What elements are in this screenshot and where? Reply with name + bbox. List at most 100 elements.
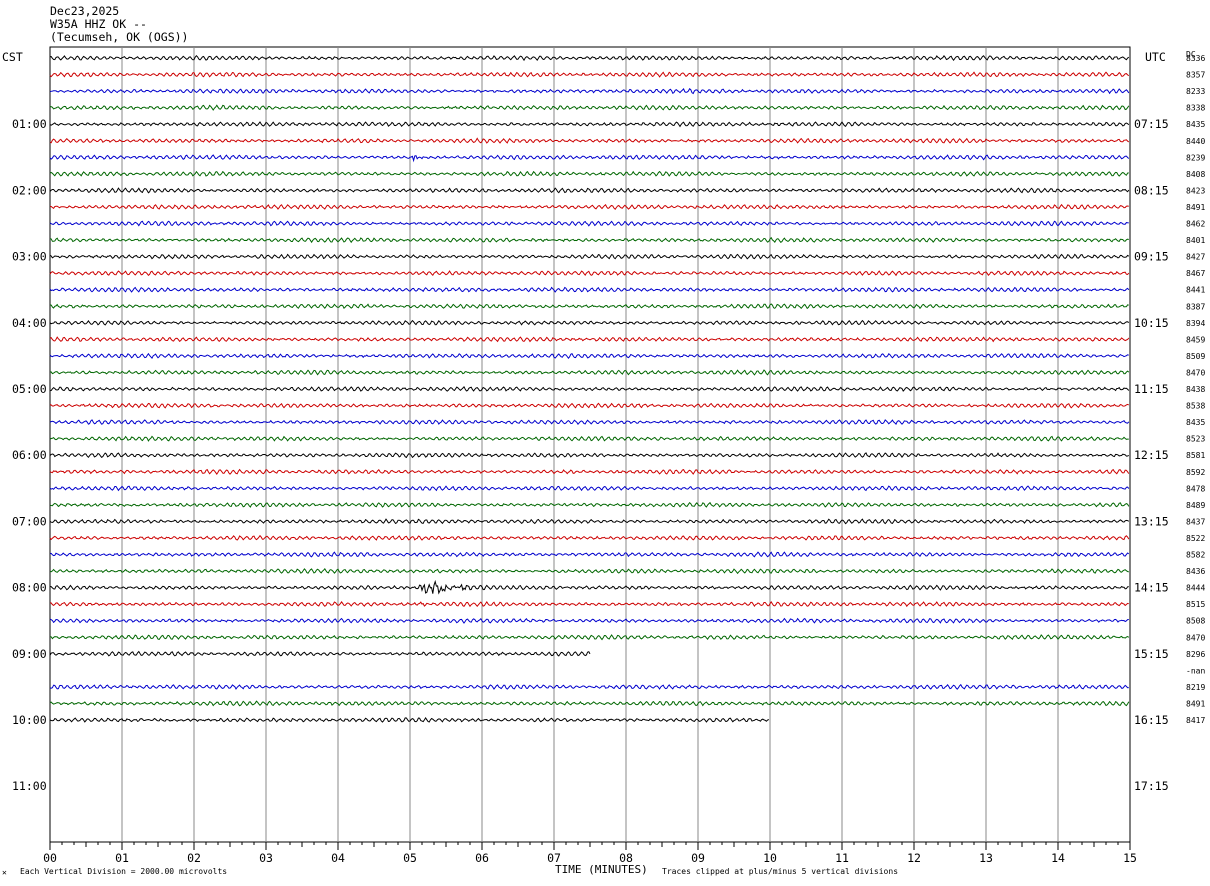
seismic-trace bbox=[49, 501, 1130, 508]
x-tick-label: 15 bbox=[1123, 851, 1137, 865]
x-tick-label: 01 bbox=[115, 851, 129, 865]
clip-note: Traces clipped at plus/minus 5 vertical … bbox=[662, 867, 899, 876]
utc-hour-label: 07:15 bbox=[1134, 117, 1169, 131]
seismic-trace bbox=[49, 650, 591, 657]
utc-hour-label: 15:15 bbox=[1134, 647, 1169, 661]
seismic-trace bbox=[49, 121, 1130, 128]
seismic-trace bbox=[49, 567, 1129, 575]
dc-offset-label: 8338 bbox=[1186, 104, 1205, 113]
cst-hour-label: 06:00 bbox=[12, 448, 47, 462]
x-tick-label: 00 bbox=[43, 851, 57, 865]
dc-offset-label: 8296 bbox=[1186, 650, 1205, 659]
utc-hour-label: 09:15 bbox=[1134, 250, 1169, 264]
seismic-trace bbox=[49, 617, 1129, 624]
dc-offset-label: 8435 bbox=[1186, 418, 1205, 427]
dc-offset-label: 8435 bbox=[1186, 120, 1205, 129]
dc-offset-label: 8581 bbox=[1186, 451, 1205, 460]
seismic-trace bbox=[49, 700, 1130, 707]
seismic-trace bbox=[49, 716, 769, 723]
seismic-trace bbox=[49, 551, 1130, 558]
dc-offset-label: 8522 bbox=[1186, 534, 1205, 543]
seismic-trace bbox=[49, 270, 1130, 277]
dc-offset-label: 8394 bbox=[1186, 319, 1205, 328]
right-timezone-label: UTC bbox=[1145, 50, 1166, 64]
utc-hour-label: 17:15 bbox=[1134, 779, 1169, 793]
x-tick-label: 09 bbox=[691, 851, 705, 865]
scale-note: Each Vertical Division = 2000.00 microvo… bbox=[20, 867, 228, 876]
dc-offset-label: 8462 bbox=[1186, 220, 1205, 229]
dc-offset-label: 8437 bbox=[1186, 517, 1205, 526]
seismic-trace bbox=[49, 452, 1130, 459]
dc-offset-label: 8509 bbox=[1186, 352, 1205, 361]
seismic-trace bbox=[49, 54, 1130, 62]
seismic-trace bbox=[49, 154, 1130, 163]
seismic-trace bbox=[49, 170, 1129, 177]
x-tick-label: 08 bbox=[619, 851, 633, 865]
dc-column-label: DC bbox=[1186, 50, 1196, 59]
dc-offset-label: 8467 bbox=[1186, 269, 1205, 278]
dc-offset-label: 8441 bbox=[1186, 286, 1205, 295]
cst-hour-label: 09:00 bbox=[12, 647, 47, 661]
seismic-trace bbox=[49, 600, 1129, 608]
cst-hour-label: 05:00 bbox=[12, 382, 47, 396]
dc-offset-label: 8239 bbox=[1186, 153, 1205, 162]
dc-offset-label: 8470 bbox=[1186, 633, 1205, 642]
dc-offset-label: 8436 bbox=[1186, 567, 1205, 576]
seismic-trace bbox=[49, 534, 1130, 541]
cst-hour-label: 02:00 bbox=[12, 183, 47, 197]
dc-offset-label: 8592 bbox=[1186, 468, 1205, 477]
station-location: (Tecumseh, OK (OGS)) bbox=[50, 30, 189, 44]
cst-hour-label: 11:00 bbox=[12, 779, 47, 793]
x-tick-label: 07 bbox=[547, 851, 561, 865]
dc-offset-label: 8523 bbox=[1186, 435, 1205, 444]
plot-date: Dec23,2025 bbox=[50, 4, 120, 18]
seismic-trace bbox=[49, 336, 1130, 343]
x-tick-label: 14 bbox=[1051, 851, 1065, 865]
seismic-trace bbox=[49, 286, 1130, 293]
dc-offset-label: 8336 bbox=[1186, 54, 1205, 63]
cst-hour-label: 07:00 bbox=[12, 514, 47, 528]
dc-offset-label: 8438 bbox=[1186, 385, 1205, 394]
x-tick-label: 06 bbox=[475, 851, 489, 865]
seismic-trace bbox=[49, 187, 1130, 194]
dc-offset-label: 8423 bbox=[1186, 186, 1205, 195]
dc-offset-label: 8357 bbox=[1186, 71, 1205, 80]
seismic-trace bbox=[49, 435, 1129, 442]
seismic-trace bbox=[49, 385, 1130, 392]
seismic-trace bbox=[49, 485, 1130, 492]
dc-offset-label: 8459 bbox=[1186, 335, 1205, 344]
seismic-trace bbox=[49, 683, 1129, 690]
seismic-trace bbox=[49, 104, 1130, 111]
plot-frame bbox=[49, 46, 1131, 843]
dc-offset-label: 8515 bbox=[1186, 600, 1205, 609]
seismic-trace bbox=[49, 236, 1129, 244]
x-tick-label: 10 bbox=[763, 851, 777, 865]
seismic-trace bbox=[49, 88, 1130, 95]
dc-offset-label: 8508 bbox=[1186, 617, 1205, 626]
dc-offset-label: 8478 bbox=[1186, 484, 1205, 493]
seismic-trace bbox=[49, 579, 1129, 595]
seismic-trace bbox=[49, 220, 1129, 227]
station-code: W35A HHZ OK -- bbox=[50, 17, 147, 31]
utc-hour-label: 16:15 bbox=[1134, 713, 1169, 727]
utc-hour-label: 14:15 bbox=[1134, 581, 1169, 595]
dc-offset-label: 8491 bbox=[1186, 203, 1205, 212]
utc-hour-label: 13:15 bbox=[1134, 514, 1169, 528]
seismic-trace bbox=[49, 352, 1129, 360]
utc-hour-label: 12:15 bbox=[1134, 448, 1169, 462]
x-tick-label: 05 bbox=[403, 851, 417, 865]
left-timezone-label: CST bbox=[2, 50, 23, 64]
seismic-trace bbox=[49, 303, 1129, 310]
x-tick-label: 13 bbox=[979, 851, 993, 865]
dc-offset-label: 8489 bbox=[1186, 501, 1205, 510]
dc-offset-label: 8387 bbox=[1186, 302, 1205, 311]
dc-offset-label: 8408 bbox=[1186, 170, 1205, 179]
utc-hour-label: 08:15 bbox=[1134, 183, 1169, 197]
x-tick-label: 11 bbox=[835, 851, 849, 865]
corner-mark-icon: ✕ bbox=[2, 868, 7, 877]
cst-hour-label: 10:00 bbox=[12, 713, 47, 727]
dc-offset-label: 8417 bbox=[1186, 716, 1205, 725]
x-tick-label: 12 bbox=[907, 851, 921, 865]
cst-hour-label: 04:00 bbox=[12, 316, 47, 330]
